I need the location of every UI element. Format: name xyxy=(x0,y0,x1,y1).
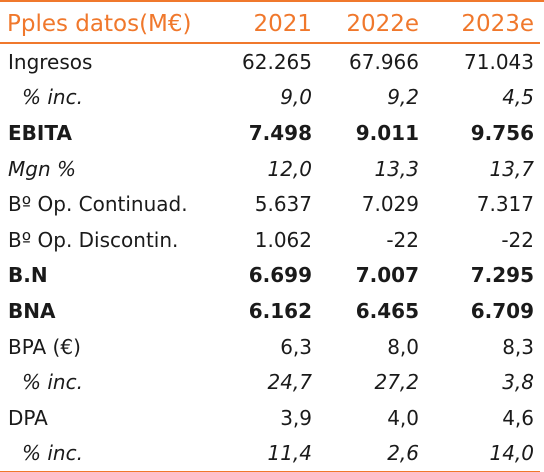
cell-2022e: 7.029 xyxy=(361,192,419,217)
cell-2022e: 27,2 xyxy=(374,370,419,395)
cell-2023e: -22 xyxy=(501,227,534,252)
cell-2021: 5.637 xyxy=(254,192,312,217)
cell-2023e: 7.317 xyxy=(476,192,534,217)
cell-2021: 1.062 xyxy=(254,227,312,252)
row-ingresos-inc: % inc. 9,0 9,2 4,5 xyxy=(0,80,540,116)
main-data-table: Pples datos(M€) 2021 2022e 2023e Ingreso… xyxy=(0,6,540,472)
cell-2023e: 14,0 xyxy=(425,435,540,472)
cell-2023e: 7.295 xyxy=(470,263,534,288)
row-bpa-inc: % inc. 24,7 27,2 3,8 xyxy=(0,364,540,400)
cell-2021: 24,7 xyxy=(267,370,312,395)
row-mgn: Mgn % 12,0 13,3 13,7 xyxy=(0,151,540,187)
cell-2021: 3,9 xyxy=(280,405,312,430)
cell-2023e: 6.709 xyxy=(470,298,534,323)
cell-2023e: 4,6 xyxy=(502,405,534,430)
cell-2023e: 3,8 xyxy=(502,370,534,395)
header-row: Pples datos(M€) 2021 2022e 2023e xyxy=(0,6,540,44)
row-label: Bº Op. Discontin. xyxy=(8,227,179,252)
row-bna: BNA 6.162 6.465 6.709 xyxy=(0,293,540,329)
row-label: EBITA xyxy=(8,120,72,145)
row-label: B.N xyxy=(8,263,48,288)
cell-2023e: 8,3 xyxy=(502,334,534,359)
row-bo-discontin: Bº Op. Discontin. 1.062 -22 -22 xyxy=(0,222,540,258)
row-label: Bº Op. Continuad. xyxy=(8,192,188,217)
header-year-2023e: 2023e xyxy=(425,6,540,44)
cell-2021: 9,0 xyxy=(280,85,312,110)
cell-2023e: 4,5 xyxy=(502,85,534,110)
cell-2022e: 2,6 xyxy=(318,435,425,472)
cell-2021: 6.162 xyxy=(248,298,312,323)
cell-2022e: 9,2 xyxy=(387,85,419,110)
row-label: Mgn % xyxy=(8,156,76,181)
header-label: Pples datos(M€) xyxy=(0,6,218,44)
cell-2022e: -22 xyxy=(386,227,419,252)
row-bpa: BPA (€) 6,3 8,0 8,3 xyxy=(0,329,540,365)
row-bn: B.N 6.699 7.007 7.295 xyxy=(0,258,540,294)
row-bo-continuad: Bº Op. Continuad. 5.637 7.029 7.317 xyxy=(0,186,540,222)
cell-2021: 62.265 xyxy=(242,49,312,74)
row-label: % inc. xyxy=(22,370,83,395)
row-ebita: EBITA 7.498 9.011 9.756 xyxy=(0,115,540,151)
cell-2021: 12,0 xyxy=(267,156,312,181)
header-year-2021: 2021 xyxy=(218,6,318,44)
cell-2022e: 8,0 xyxy=(387,334,419,359)
cell-2023e: 9.756 xyxy=(470,120,534,145)
row-label: BNA xyxy=(8,298,56,323)
row-dpa-inc: % inc. 11,4 2,6 14,0 xyxy=(0,435,540,472)
cell-2021: 7.498 xyxy=(248,120,312,145)
cell-2023e: 71.043 xyxy=(464,49,534,74)
row-label: % inc. xyxy=(0,435,218,472)
top-rule xyxy=(0,0,544,2)
row-label: Ingresos xyxy=(8,49,93,74)
row-label: BPA (€) xyxy=(8,334,81,359)
cell-2021: 6,3 xyxy=(280,334,312,359)
row-ingresos: Ingresos 62.265 67.966 71.043 xyxy=(0,43,540,80)
cell-2022e: 13,3 xyxy=(374,156,419,181)
row-label: % inc. xyxy=(22,85,83,110)
cell-2022e: 7.007 xyxy=(355,263,419,288)
row-dpa: DPA 3,9 4,0 4,6 xyxy=(0,400,540,436)
cell-2022e: 67.966 xyxy=(349,49,419,74)
cell-2022e: 9.011 xyxy=(355,120,419,145)
cell-2021: 11,4 xyxy=(218,435,318,472)
cell-2022e: 6.465 xyxy=(355,298,419,323)
row-label: DPA xyxy=(8,405,48,430)
header-year-2022e: 2022e xyxy=(318,6,425,44)
cell-2023e: 13,7 xyxy=(489,156,534,181)
cell-2022e: 4,0 xyxy=(387,405,419,430)
cell-2021: 6.699 xyxy=(248,263,312,288)
